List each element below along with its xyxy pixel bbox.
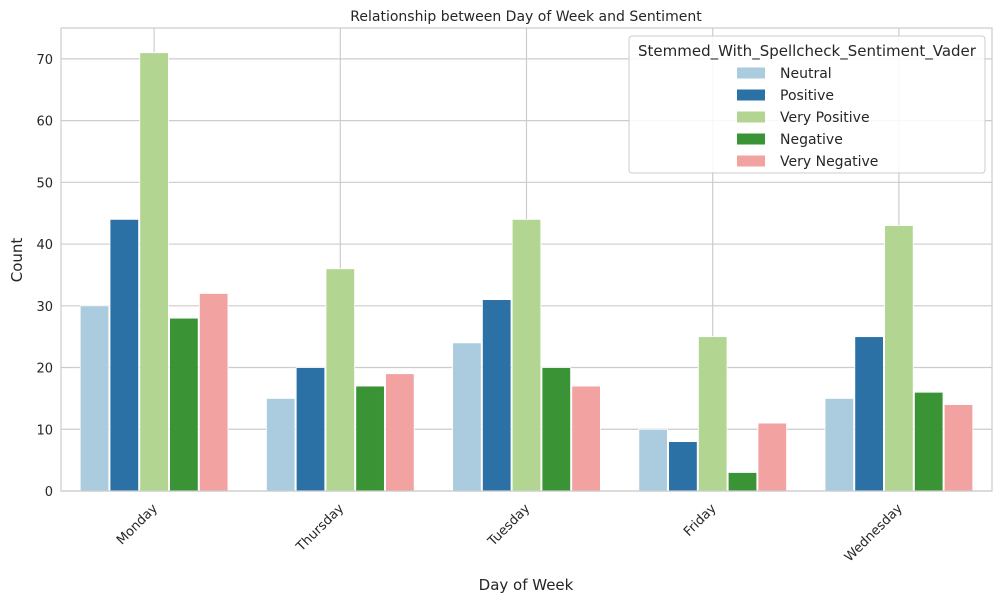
bar-thursday-very-positive xyxy=(325,268,355,492)
bar-monday-positive xyxy=(109,218,140,492)
bar-friday-neutral xyxy=(638,428,668,492)
legend-label-positive: Positive xyxy=(780,88,834,104)
bar-friday-positive xyxy=(668,441,698,492)
bar-tuesday-negative xyxy=(541,367,571,492)
legend: Stemmed_With_Spellcheck_Sentiment_Vader … xyxy=(628,35,986,174)
plot-frame xyxy=(60,27,993,492)
legend-frame xyxy=(628,35,986,174)
legend-swatch-positive xyxy=(737,89,765,101)
x-tick-labels: Monday Thursday Tuesday Friday Wednesday xyxy=(114,501,906,565)
legend-swatch-very-positive xyxy=(737,111,765,123)
bar-wednesday-positive xyxy=(854,336,884,492)
bar-tuesday-neutral xyxy=(452,342,482,492)
x-tick-friday: Friday xyxy=(681,501,720,540)
bar-wednesday-very-negative xyxy=(943,404,974,492)
bar-friday-very-positive xyxy=(698,336,728,492)
bar-friday-very-negative xyxy=(757,422,787,492)
y-tick-labels: 0 10 20 30 40 50 60 70 xyxy=(36,53,53,500)
legend-label-very-negative: Very Negative xyxy=(780,154,878,170)
y-axis-label: Count xyxy=(8,238,26,283)
legend-label-very-positive: Very Positive xyxy=(780,110,870,126)
x-tick-thursday: Thursday xyxy=(293,501,347,555)
legend-label-negative: Negative xyxy=(780,132,843,148)
bar-monday-very-negative xyxy=(198,293,229,492)
x-axis-label: Day of Week xyxy=(479,576,574,594)
y-tick-10: 10 xyxy=(36,423,53,438)
bar-wednesday-neutral xyxy=(824,397,855,492)
x-tick-monday: Monday xyxy=(114,501,161,548)
bar-thursday-negative xyxy=(355,385,385,492)
y-tick-60: 60 xyxy=(36,115,53,130)
bar-monday-neutral xyxy=(79,305,110,492)
bar-monday-very-positive xyxy=(139,52,169,492)
bar-tuesday-very-negative xyxy=(571,385,601,492)
bar-tuesday-very-positive xyxy=(511,218,542,492)
x-tick-wednesday: Wednesday xyxy=(842,501,906,565)
y-tick-40: 40 xyxy=(36,238,53,253)
bar-wednesday-negative xyxy=(913,391,944,492)
legend-title: Stemmed_With_Spellcheck_Sentiment_Vader xyxy=(638,42,977,61)
chart-title: Relationship between Day of Week and Sen… xyxy=(350,9,702,25)
legend-label-neutral: Neutral xyxy=(780,66,832,82)
bar-friday-negative xyxy=(727,472,758,492)
legend-swatch-neutral xyxy=(737,67,765,79)
y-tick-0: 0 xyxy=(45,485,53,500)
y-tick-20: 20 xyxy=(36,362,53,377)
legend-swatch-very-negative xyxy=(737,155,765,167)
bar-monday-negative xyxy=(169,317,199,492)
bar-tuesday-positive xyxy=(482,299,512,492)
bars xyxy=(79,52,974,492)
bar-wednesday-very-positive xyxy=(884,225,914,492)
bar-thursday-very-negative xyxy=(385,373,415,492)
bar-thursday-positive xyxy=(295,367,326,492)
y-tick-30: 30 xyxy=(36,300,53,315)
bar-thursday-neutral xyxy=(266,397,296,492)
legend-swatch-negative xyxy=(737,133,765,145)
y-tick-50: 50 xyxy=(36,176,53,191)
y-tick-70: 70 xyxy=(36,53,53,68)
legend-items: Neutral Positive Very Positive Negative Very… xyxy=(737,66,878,170)
x-tick-tuesday: Tuesday xyxy=(485,501,534,550)
